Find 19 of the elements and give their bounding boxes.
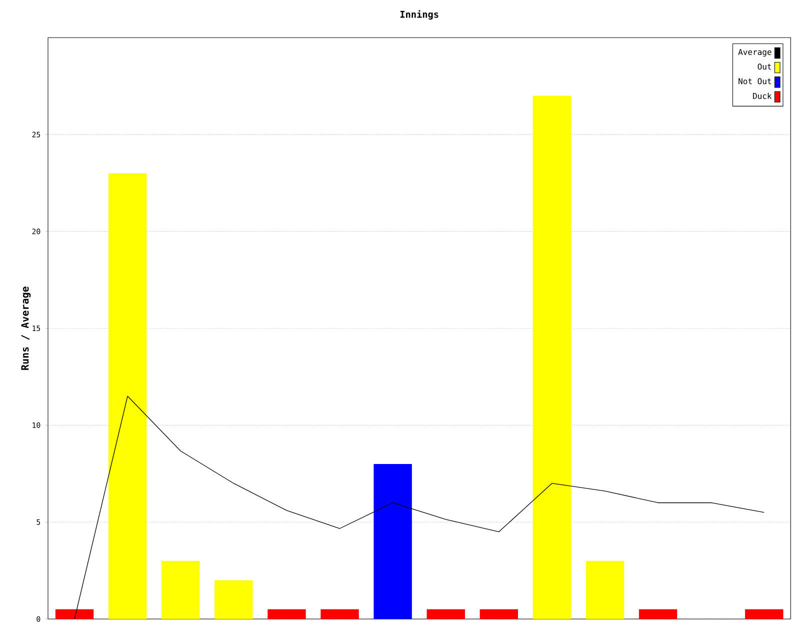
- bar: [374, 464, 412, 619]
- bar: [162, 560, 200, 619]
- legend-label: Duck: [753, 92, 772, 99]
- bar: [108, 173, 147, 619]
- bar: [532, 96, 572, 619]
- y-axis-title: Runs / Average: [21, 286, 31, 370]
- bar: [638, 609, 678, 619]
- legend-label: Average: [738, 49, 772, 57]
- bar: [586, 560, 624, 619]
- bar: [268, 609, 306, 619]
- bar: [214, 580, 253, 619]
- bar: [426, 609, 465, 619]
- bar: [745, 609, 784, 619]
- chart-title: Innings: [400, 10, 438, 20]
- bar: [480, 609, 518, 619]
- legend-label: Not Out: [738, 78, 771, 84]
- bar: [55, 609, 94, 619]
- bar: [320, 609, 359, 619]
- legend-label: Out: [758, 64, 771, 70]
